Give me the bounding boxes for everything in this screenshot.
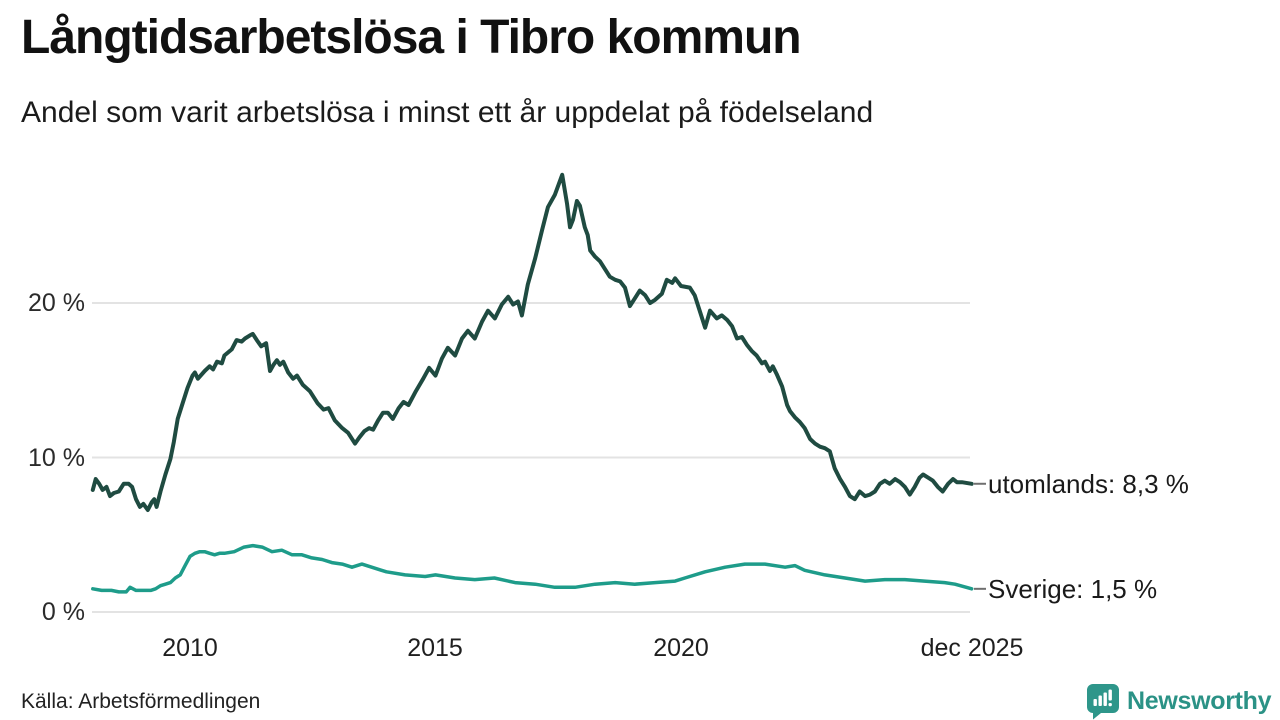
newsworthy-logo: Newsworthy [1086,683,1272,720]
page-title: Långtidsarbetslösa i Tibro kommun [21,11,802,64]
y-axis-tick-20: 20 % [28,289,85,317]
newsworthy-chart-bubble-icon [1087,684,1119,720]
source-attribution: Källa: Arbetsförmedlingen [21,690,261,713]
x-axis-tick-2015: 2015 [407,634,463,662]
x-axis-tick-2010: 2010 [162,634,218,662]
page-subtitle: Andel som varit arbetslösa i minst ett å… [21,96,874,129]
x-axis-tick-dec-2025: dec 2025 [920,634,1024,662]
y-axis-tick-10: 10 % [28,444,85,472]
x-axis-tick-2020: 2020 [653,634,709,662]
y-axis-tick-0: 0 % [41,598,85,626]
newsworthy-wordmark: Newsworthy [1127,687,1272,715]
series-label-sverige: Sverige: 1,5 % [988,574,1158,604]
series-label-utomlands: utomlands: 8,3 % [988,469,1189,499]
